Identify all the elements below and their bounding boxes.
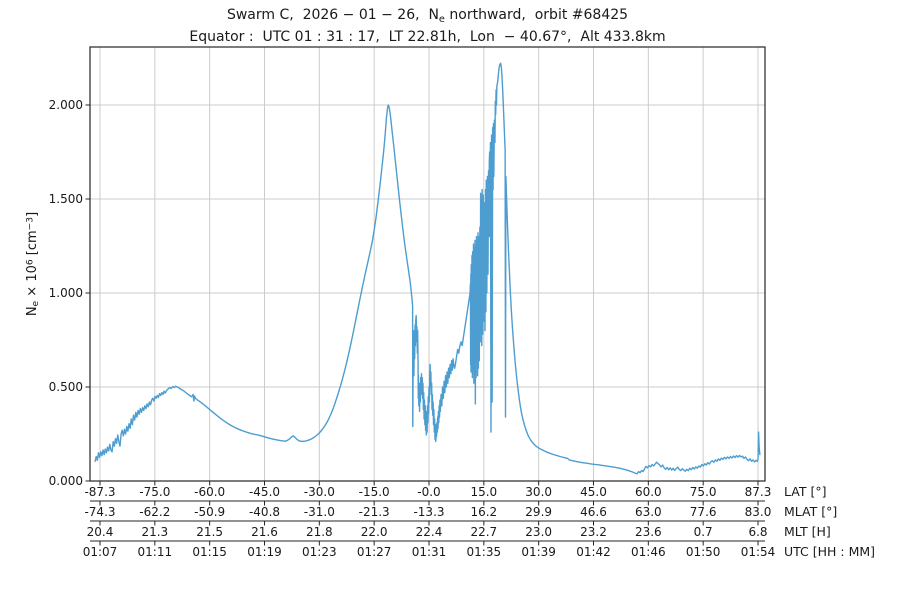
x-tick-label: -45.0	[249, 485, 280, 499]
x-axis-row-title-lat: LAT [°]	[784, 484, 827, 499]
x-tick-label: 21.3	[141, 525, 168, 539]
x-tick-label: 20.4	[87, 525, 114, 539]
x-tick-label: 23.2	[580, 525, 607, 539]
x-tick-label: 75.0	[690, 485, 717, 499]
x-tick-label: 01:39	[521, 545, 556, 559]
x-tick-label: 6.8	[748, 525, 767, 539]
x-tick-label: 23.0	[525, 525, 552, 539]
x-tick-label: 01:23	[302, 545, 337, 559]
x-tick-label: -30.0	[304, 485, 335, 499]
y-tick-label: 2.000	[49, 98, 83, 112]
x-tick-label: 01:11	[138, 545, 173, 559]
x-tick-label: -50.9	[194, 505, 225, 519]
x-tick-label: -60.0	[194, 485, 225, 499]
x-tick-label: -74.3	[84, 505, 115, 519]
x-tick-label: 63.0	[635, 505, 662, 519]
x-tick-label: 87.3	[745, 485, 772, 499]
x-tick-label: 01:07	[83, 545, 118, 559]
y-tick-label: 0.000	[49, 474, 83, 488]
x-tick-label: 01:31	[412, 545, 447, 559]
x-tick-label: 21.5	[196, 525, 223, 539]
x-tick-label: -15.0	[359, 485, 390, 499]
x-tick-label: 16.2	[470, 505, 497, 519]
x-tick-label: 01:42	[576, 545, 611, 559]
plot-title: Swarm C, 2026 − 01 − 26, Ne northward, o…	[0, 7, 855, 28]
x-tick-label: 01:46	[631, 545, 666, 559]
x-tick-label: 45.0	[580, 485, 607, 499]
x-tick-label: -21.3	[359, 505, 390, 519]
x-axis-row-title-utc: UTC [HH : MM]	[784, 544, 876, 559]
x-axis-row-2: 20.4 21.3 21.5 21.6 21.8 22.0 22.4 22.7 23.0 23.2…	[87, 520, 768, 539]
x-tick-label: -40.8	[249, 505, 280, 519]
x-tick-label: 23.6	[635, 525, 662, 539]
plot-subtitle: Equator : UTC 01 : 31 : 17, LT 22.81h, L…	[189, 29, 666, 45]
x-tick-label: 0.7	[694, 525, 713, 539]
x-tick-label: -0.0	[417, 485, 440, 499]
x-tick-label: 22.7	[470, 525, 497, 539]
x-tick-label: 01:27	[357, 545, 392, 559]
x-tick-label: -87.3	[84, 485, 115, 499]
x-tick-label: 29.9	[525, 505, 552, 519]
x-tick-label: 83.0	[745, 505, 772, 519]
x-axis-row-1: -74.3 -62.2 -50.9 -40.8 -31.0 -21.3 -13.3 16.2 2…	[84, 500, 772, 519]
x-tick-label: -75.0	[139, 485, 170, 499]
x-tick-label: 77.6	[690, 505, 717, 519]
x-tick-label: 22.4	[416, 525, 443, 539]
x-axis-row-3: 01:07 01:11 01:15 01:19 01:23 01:27 01:31 01:35…	[83, 540, 776, 559]
x-tick-label: 21.6	[251, 525, 278, 539]
x-tick-label: 46.6	[580, 505, 607, 519]
x-axis-row-title-mlt: MLT [H]	[784, 524, 831, 539]
x-tick-label: 60.0	[635, 485, 662, 499]
y-tick-label: 1.000	[49, 286, 83, 300]
title-pre: Swarm C, 2026 − 01 − 26, N	[226, 7, 439, 23]
x-tick-label: 21.8	[306, 525, 333, 539]
title-subscript: e	[438, 14, 445, 26]
x-axis-row-title-mlat: MLAT [°]	[784, 504, 838, 519]
electron-density-curve	[94, 62, 761, 475]
x-tick-label: 30.0	[525, 485, 552, 499]
x-tick-label: 15.0	[470, 485, 497, 499]
x-tick-label: 22.0	[361, 525, 388, 539]
x-tick-label: -62.2	[139, 505, 170, 519]
y-tick-label: 1.500	[49, 192, 83, 206]
title-post: northward, orbit #68425	[444, 7, 629, 23]
y-axis: 0.000 0.500 1.000 1.500 2.000	[49, 98, 90, 488]
x-axis-row-0: -87.3 -75.0 -60.0 -45.0 -30.0 -15.0 -0.0 15.0 30…	[84, 481, 771, 499]
x-tick-label: 01:19	[247, 545, 282, 559]
x-tick-label: -13.3	[413, 505, 444, 519]
x-tick-label: 01:35	[467, 545, 502, 559]
x-tick-label: -31.0	[304, 505, 335, 519]
x-tick-label: 01:54	[741, 545, 776, 559]
y-tick-label: 0.500	[49, 380, 83, 394]
x-tick-label: 01:50	[686, 545, 721, 559]
x-tick-label: 01:15	[192, 545, 227, 559]
plot-frame	[89, 46, 766, 482]
